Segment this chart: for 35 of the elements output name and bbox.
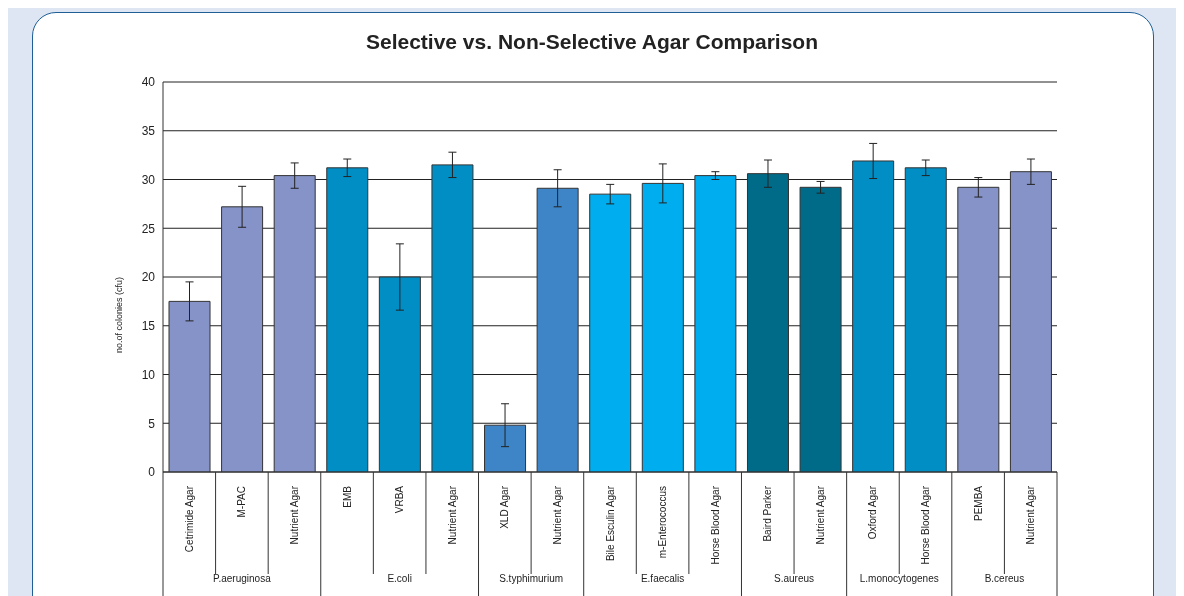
y-tick-label: 10 bbox=[141, 367, 156, 382]
text: E.coli bbox=[387, 573, 412, 584]
x-tick-label: Bile Esculin Agar bbox=[604, 485, 616, 562]
x-tick-label: VRBA bbox=[394, 485, 406, 514]
text: E.faecalis bbox=[640, 573, 685, 584]
x-tick-label: Nutrient Agar bbox=[551, 485, 563, 545]
x-tick-label: XLD Agar bbox=[499, 485, 511, 529]
x-tick-label: Nutrient Agar bbox=[288, 485, 300, 545]
chart-title: Selective vs. Non-Selective Agar Comparison bbox=[364, 30, 820, 54]
x-tick-label: Horse Blood Agar bbox=[920, 485, 932, 565]
x-tick-label: EMB bbox=[341, 485, 353, 508]
x-tick-label: Nutrient Agar bbox=[1025, 485, 1037, 545]
text: P.aeruginosa bbox=[213, 573, 272, 584]
x-tick-label: Cetrimide Agar bbox=[183, 485, 195, 553]
x-tick-label: Baird Parker bbox=[762, 485, 774, 542]
x-tick-label: Nutrient Agar bbox=[446, 485, 458, 545]
y-tick-label: 40 bbox=[141, 75, 156, 90]
x-tick-label: Oxford Agar bbox=[867, 485, 879, 540]
text: S.aureus bbox=[774, 573, 815, 584]
y-tick-label: 5 bbox=[148, 416, 156, 431]
text: L.monocytogenes bbox=[859, 573, 939, 584]
x-tick-label: Horse Blood Agar bbox=[709, 485, 721, 565]
x-tick-label: m-Enterococcus bbox=[657, 486, 669, 559]
y-tick-label: 0 bbox=[148, 465, 156, 480]
x-tick-label: M-PAC bbox=[236, 486, 248, 518]
y-tick-label: 25 bbox=[141, 221, 156, 236]
y-axis-title: no.of colonies (cfu) bbox=[114, 277, 125, 354]
x-tick-label: PEMBA bbox=[972, 485, 984, 522]
text: S.typhimurium bbox=[499, 573, 564, 584]
x-tick-label: Nutrient Agar bbox=[814, 485, 826, 545]
y-tick-label: 20 bbox=[141, 270, 156, 285]
y-tick-label: 35 bbox=[141, 124, 156, 139]
y-tick-label: 30 bbox=[141, 172, 156, 187]
y-tick-label: 15 bbox=[141, 319, 156, 334]
text: B.cereus bbox=[984, 573, 1025, 584]
